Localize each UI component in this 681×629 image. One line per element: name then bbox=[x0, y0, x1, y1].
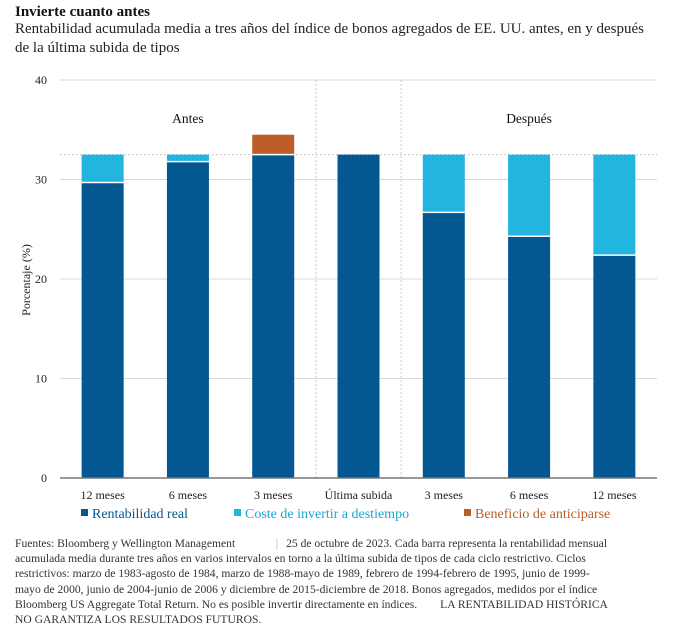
bar-segment bbox=[252, 154, 295, 478]
x-tick-label: 12 meses bbox=[592, 488, 637, 502]
group-label: Después bbox=[506, 111, 552, 126]
bar-segment bbox=[81, 182, 124, 479]
x-tick-label: Última subida bbox=[325, 488, 393, 502]
footnote-separator: | bbox=[275, 537, 279, 550]
bar-segment bbox=[81, 154, 124, 183]
legend-label: Rentabilidad real bbox=[92, 507, 189, 522]
chart-title: Invierte cuanto antes bbox=[15, 4, 150, 20]
bar-segment bbox=[337, 154, 380, 478]
group-labels: Antes Después bbox=[172, 111, 552, 126]
footnote-disclaimer: LA RENTABILIDAD HISTÓRICA NO GARANTIZA L… bbox=[15, 597, 608, 627]
footnote: Fuentes: Bloomberg y Wellington Manageme… bbox=[15, 536, 615, 627]
x-tick-label: 6 meses bbox=[169, 488, 208, 502]
y-tick-label: 30 bbox=[35, 173, 47, 187]
x-tick-labels: 12 meses 6 meses 3 meses Última subida 3 mes… bbox=[80, 488, 636, 502]
footnote-body: 25 de octubre de 2023. Cada barra repres… bbox=[15, 537, 608, 611]
bar-segment bbox=[508, 154, 551, 237]
x-tick-label: 3 meses bbox=[254, 488, 293, 502]
legend-item-coste: Coste de invertir a destiempo bbox=[234, 507, 409, 523]
bars bbox=[60, 134, 657, 479]
chart-subtitle: Rentabilidad acumulada media a tres años… bbox=[15, 21, 644, 56]
y-tick-label: 0 bbox=[41, 471, 47, 485]
footnote-source: Fuentes: Bloomberg y Wellington Manageme… bbox=[15, 537, 236, 550]
stacked-bar-chart: 0 10 20 30 40 12 meses 6 meses 3 meses Última s… bbox=[19, 73, 657, 502]
x-tick-label: 12 meses bbox=[80, 488, 125, 502]
x-tick-label: 3 meses bbox=[425, 488, 464, 502]
legend-item-rentabilidad-real: Rentabilidad real bbox=[81, 507, 188, 523]
bar-segment bbox=[593, 154, 636, 256]
group-label: Antes bbox=[172, 111, 204, 126]
legend-swatch bbox=[464, 509, 471, 516]
legend-swatch bbox=[81, 509, 88, 516]
x-tick-label: 6 meses bbox=[510, 488, 549, 502]
bar-segment bbox=[166, 154, 209, 162]
legend-label: Coste de invertir a destiempo bbox=[245, 507, 410, 522]
bar-segment bbox=[508, 236, 551, 478]
bar-segment bbox=[252, 134, 295, 155]
bar-segment bbox=[166, 161, 209, 478]
legend-item-beneficio: Beneficio de anticiparse bbox=[464, 507, 610, 523]
legend-label: Beneficio de anticiparse bbox=[475, 507, 611, 522]
legend-swatch bbox=[234, 509, 241, 516]
bar-segment bbox=[593, 255, 636, 478]
y-tick-label: 40 bbox=[35, 73, 47, 87]
bar-segment bbox=[422, 154, 465, 213]
y-tick-labels: 0 10 20 30 40 bbox=[35, 73, 47, 485]
y-tick-label: 20 bbox=[35, 272, 47, 286]
bar-segment bbox=[422, 212, 465, 478]
y-axis-label: Porcentaje (%) bbox=[19, 244, 33, 316]
legend: Rentabilidad real Coste de invertir a de… bbox=[0, 507, 681, 527]
y-tick-label: 10 bbox=[35, 372, 47, 386]
